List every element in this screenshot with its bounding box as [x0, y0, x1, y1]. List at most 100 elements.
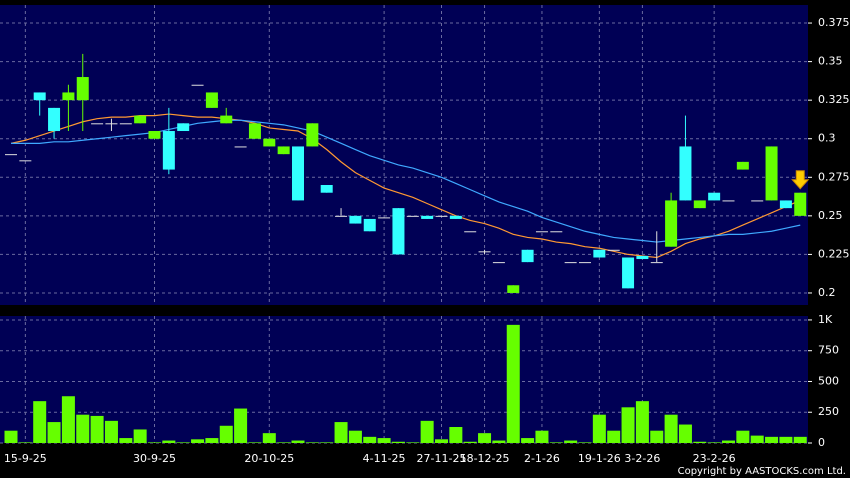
volume-bar	[18, 442, 32, 443]
candle-body	[579, 262, 591, 264]
candle-body	[406, 215, 419, 217]
volume-bar	[463, 441, 477, 443]
y-tick-label: 500	[818, 374, 839, 387]
volume-bar	[664, 414, 678, 443]
volume-bar	[234, 408, 248, 443]
volume-bar	[650, 430, 664, 443]
volume-bar	[248, 442, 262, 443]
candle-body	[320, 185, 333, 193]
copyright: Copyright by AASTOCKS.com Ltd.	[678, 466, 846, 477]
candle-body	[392, 208, 405, 255]
candle-body	[335, 215, 348, 217]
x-tick-label: 18-12-25	[460, 452, 510, 465]
candle-body	[277, 146, 290, 155]
volume-bar	[90, 415, 104, 443]
volume-bar	[506, 324, 520, 443]
y-tick-label: 0.225	[818, 247, 850, 260]
volume-bar	[449, 427, 463, 443]
candle-body	[177, 123, 190, 132]
volume-bar	[33, 401, 47, 443]
candle-body	[48, 107, 61, 132]
candle-body	[665, 200, 678, 247]
candle-body	[421, 215, 434, 219]
volume-bar	[549, 442, 563, 443]
volume-bar	[205, 438, 219, 443]
volume-bar	[535, 430, 549, 443]
x-tick-label: 27-11-25	[417, 452, 467, 465]
candle-body	[220, 115, 233, 124]
y-tick-label: 0.375	[818, 16, 850, 29]
volume-bar	[693, 441, 707, 443]
candle-body	[162, 131, 175, 170]
volume-bar	[162, 440, 176, 443]
volume-bar	[191, 439, 205, 443]
volume-bar	[363, 436, 377, 443]
volume-bar	[148, 442, 161, 443]
volume-bar	[420, 420, 434, 443]
volume-bar	[765, 436, 779, 443]
candle-body	[19, 160, 32, 162]
volume-panel	[0, 316, 808, 443]
candle-body	[650, 262, 663, 264]
volume-bar	[607, 430, 621, 443]
volume-bar	[334, 422, 348, 443]
volume-bar	[348, 430, 362, 443]
x-tick-label: 23-2-26	[693, 452, 736, 465]
volume-bar	[305, 442, 319, 443]
candle-body	[234, 146, 247, 148]
volume-bar	[47, 422, 61, 443]
volume-bar	[176, 442, 190, 443]
candle-body	[363, 218, 376, 232]
volume-bar	[750, 435, 764, 443]
x-tick-label: 30-9-25	[133, 452, 176, 465]
volume-bar	[262, 433, 276, 443]
volume-bar	[119, 438, 133, 443]
candle-body	[464, 231, 477, 233]
candle-body	[5, 154, 17, 156]
candle-body	[478, 251, 491, 253]
volume-bar	[722, 440, 735, 443]
candle-body	[191, 84, 204, 86]
candle-body	[205, 92, 218, 108]
candle-body	[248, 123, 261, 139]
candle-body	[349, 215, 362, 224]
volume-bar	[635, 401, 649, 443]
candle-body	[148, 131, 161, 139]
candle-body	[507, 285, 520, 293]
candle-body	[378, 217, 391, 219]
y-tick-label: 250	[818, 405, 839, 418]
volume-bar	[320, 442, 334, 443]
volume-bar	[219, 425, 233, 443]
candle-body	[76, 77, 89, 101]
x-tick-label: 2-1-26	[524, 452, 560, 465]
y-tick-label: 1K	[818, 313, 833, 326]
candle-body	[435, 215, 448, 217]
volume-bar	[435, 439, 448, 443]
volume-bar	[133, 429, 147, 443]
y-tick-label: 0.2	[818, 286, 836, 299]
volume-bar	[779, 436, 793, 443]
candle-body	[521, 249, 534, 263]
candle-body	[564, 262, 577, 264]
volume-bar	[76, 414, 90, 443]
y-tick-label: 750	[818, 344, 839, 357]
candle-body	[62, 92, 75, 101]
candle-body	[292, 146, 304, 201]
candle-body	[693, 200, 706, 209]
volume-bar	[621, 407, 635, 443]
y-tick-label: 0.275	[818, 170, 850, 183]
candle-body	[449, 215, 462, 219]
volume-bar	[4, 430, 18, 443]
candle-body	[134, 115, 147, 124]
signal-arrow	[791, 170, 810, 190]
volume-bar	[492, 440, 506, 443]
candle-body	[593, 249, 606, 258]
volume-bar	[406, 442, 420, 443]
volume-bar	[104, 420, 118, 443]
x-tick-label: 15-9-25	[4, 452, 47, 465]
volume-bar	[592, 414, 606, 443]
volume-bar	[391, 441, 405, 443]
candle-body	[794, 192, 807, 216]
candle-body	[708, 192, 721, 201]
y-tick-label: 0	[818, 436, 825, 449]
